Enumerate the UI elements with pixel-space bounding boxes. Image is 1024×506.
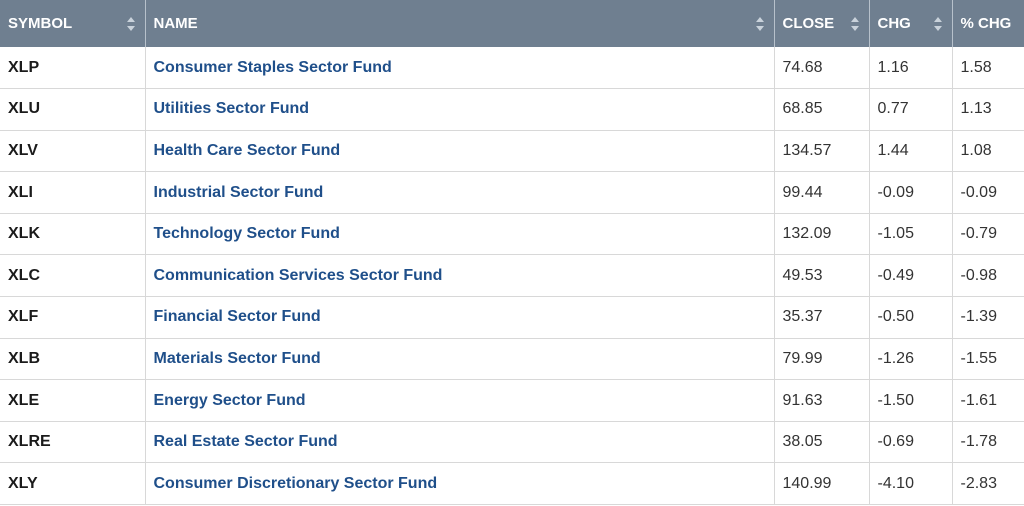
pct-chg-cell: -1.55: [952, 338, 1024, 381]
pct-chg-cell: -0.79: [952, 213, 1024, 256]
fund-name-link[interactable]: Financial Sector Fund: [145, 296, 775, 339]
fund-name-label[interactable]: Industrial Sector Fund: [153, 183, 324, 201]
fund-name-link[interactable]: Consumer Staples Sector Fund: [145, 47, 775, 90]
fund-name-label[interactable]: Financial Sector Fund: [153, 308, 321, 326]
fund-name-link[interactable]: Consumer Discretionary Sector Fund: [145, 462, 775, 506]
close-cell: 68.85: [774, 88, 870, 131]
table-row: XLK Technology Sector Fund 132.09 -1.05 -0.7…: [0, 213, 1024, 256]
symbol-cell: XLP: [0, 47, 146, 90]
symbol-cell: XLC: [0, 254, 146, 298]
chg-cell: -0.69: [869, 421, 953, 464]
chg-cell: 1.16: [869, 47, 953, 90]
pct-chg-cell: -1.78: [952, 421, 1024, 464]
symbol-cell: XLV: [0, 130, 146, 173]
chg-cell: 1.44: [869, 130, 953, 173]
close-cell: 134.57: [774, 130, 870, 173]
fund-name-link[interactable]: Real Estate Sector Fund: [145, 421, 775, 464]
table-row: XLRE Real Estate Sector Fund 38.05 -0.69 -1.…: [0, 421, 1024, 464]
table-body: XLP Consumer Staples Sector Fund 74.68 1.16…: [0, 47, 1024, 506]
header-chg[interactable]: CHG: [869, 0, 953, 47]
pct-chg-cell: -0.98: [952, 254, 1024, 298]
sort-arrows-icon[interactable]: [850, 16, 859, 31]
sort-arrows-icon[interactable]: [126, 16, 135, 31]
pct-chg-cell: -1.61: [952, 379, 1024, 422]
header-label: CLOSE: [782, 15, 835, 32]
close-cell: 35.37: [774, 296, 870, 339]
header-close[interactable]: CLOSE: [774, 0, 870, 47]
fund-name-label[interactable]: Real Estate Sector Fund: [153, 433, 338, 451]
fund-name-label[interactable]: Materials Sector Fund: [153, 349, 321, 367]
table-row: XLV Health Care Sector Fund 134.57 1.44 1.08: [0, 130, 1024, 173]
pct-chg-cell: 1.58: [952, 47, 1024, 90]
fund-name-link[interactable]: Communication Services Sector Fund: [145, 254, 775, 298]
sort-arrows-icon[interactable]: [755, 16, 764, 31]
header-pct-chg[interactable]: % CHG: [952, 0, 1024, 47]
chg-cell: -1.50: [869, 379, 953, 422]
symbol-cell: XLU: [0, 88, 146, 131]
chg-cell: -1.26: [869, 338, 953, 381]
close-cell: 99.44: [774, 171, 870, 214]
chg-cell: -4.10: [869, 462, 953, 506]
table-row: XLU Utilities Sector Fund 68.85 0.77 1.13: [0, 88, 1024, 131]
pct-chg-cell: -2.83: [952, 462, 1024, 506]
close-cell: 91.63: [774, 379, 870, 422]
table-row: XLP Consumer Staples Sector Fund 74.68 1.16…: [0, 47, 1024, 90]
fund-name-link[interactable]: Technology Sector Fund: [145, 213, 775, 256]
chg-cell: -1.05: [869, 213, 953, 256]
table-header: SYMBOL NAME CLOSE CHG % CHG: [0, 0, 1024, 47]
sort-arrows-icon[interactable]: [933, 16, 942, 31]
header-label: NAME: [153, 15, 198, 32]
symbol-cell: XLF: [0, 296, 146, 339]
fund-name-label[interactable]: Health Care Sector Fund: [153, 141, 341, 159]
symbol-cell: XLB: [0, 338, 146, 381]
close-cell: 132.09: [774, 213, 870, 256]
fund-name-label[interactable]: Communication Services Sector Fund: [153, 266, 443, 284]
fund-name-link[interactable]: Utilities Sector Fund: [145, 88, 775, 131]
fund-name-label[interactable]: Consumer Staples Sector Fund: [153, 58, 392, 76]
header-name[interactable]: NAME: [145, 0, 775, 47]
close-cell: 49.53: [774, 254, 870, 298]
pct-chg-cell: -1.39: [952, 296, 1024, 339]
chg-cell: -0.09: [869, 171, 953, 214]
symbol-cell: XLRE: [0, 421, 146, 464]
table-row: XLI Industrial Sector Fund 99.44 -0.09 -0.09: [0, 171, 1024, 214]
close-cell: 140.99: [774, 462, 870, 506]
header-label: SYMBOL: [8, 15, 73, 32]
header-label: CHG: [877, 15, 911, 32]
fund-name-link[interactable]: Materials Sector Fund: [145, 338, 775, 381]
symbol-cell: XLI: [0, 171, 146, 214]
fund-name-link[interactable]: Health Care Sector Fund: [145, 130, 775, 173]
pct-chg-cell: 1.08: [952, 130, 1024, 173]
pct-chg-cell: -0.09: [952, 171, 1024, 214]
fund-name-label[interactable]: Utilities Sector Fund: [153, 100, 310, 118]
symbol-cell: XLK: [0, 213, 146, 256]
symbol-cell: XLY: [0, 462, 146, 506]
close-cell: 79.99: [774, 338, 870, 381]
table-row: XLE Energy Sector Fund 91.63 -1.50 -1.61: [0, 379, 1024, 422]
fund-name-label[interactable]: Consumer Discretionary Sector Fund: [153, 474, 438, 492]
table-row: XLF Financial Sector Fund 35.37 -0.50 -1.39: [0, 296, 1024, 339]
header-symbol[interactable]: SYMBOL: [0, 0, 146, 47]
chg-cell: 0.77: [869, 88, 953, 131]
symbol-cell: XLE: [0, 379, 146, 422]
chg-cell: -0.49: [869, 254, 953, 298]
table-row: XLC Communication Services Sector Fund 49.…: [0, 254, 1024, 298]
fund-name-link[interactable]: Industrial Sector Fund: [145, 171, 775, 214]
fund-name-label[interactable]: Energy Sector Fund: [153, 391, 306, 409]
chg-cell: -0.50: [869, 296, 953, 339]
close-cell: 74.68: [774, 47, 870, 90]
close-cell: 38.05: [774, 421, 870, 464]
header-label: % CHG: [960, 15, 1012, 32]
table-row: XLB Materials Sector Fund 79.99 -1.26 -1.55: [0, 338, 1024, 381]
fund-name-label[interactable]: Technology Sector Fund: [153, 225, 340, 243]
pct-chg-cell: 1.13: [952, 88, 1024, 131]
table-row: XLY Consumer Discretionary Sector Fund 140…: [0, 462, 1024, 506]
fund-name-link[interactable]: Energy Sector Fund: [145, 379, 775, 422]
header-row: SYMBOL NAME CLOSE CHG % CHG: [0, 0, 1024, 47]
